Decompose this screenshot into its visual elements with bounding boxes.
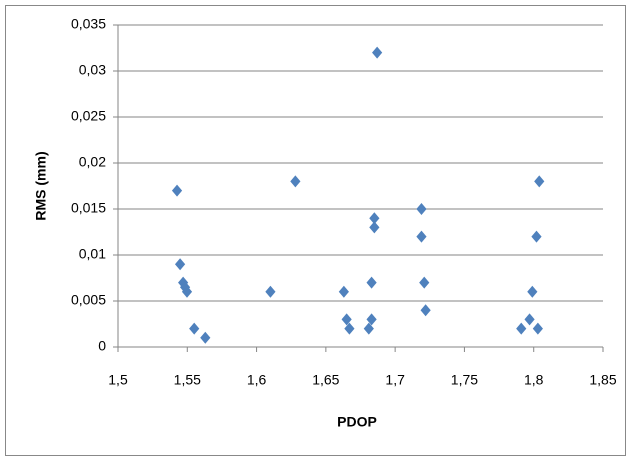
data-point xyxy=(524,313,535,326)
data-point xyxy=(181,285,193,298)
data-point xyxy=(290,175,301,188)
data-point xyxy=(532,322,543,335)
x-tick-label: 1,75 xyxy=(451,372,478,388)
x-tick-label: 1,5 xyxy=(108,372,128,388)
x-tick-label: 1,7 xyxy=(385,372,405,388)
data-point xyxy=(344,322,355,335)
data-point xyxy=(419,276,430,289)
data-point xyxy=(174,258,186,271)
x-tick-label: 1,6 xyxy=(247,372,267,388)
data-point xyxy=(420,304,431,317)
data-point xyxy=(531,230,542,243)
data-point xyxy=(341,313,352,326)
data-point xyxy=(516,322,527,335)
data-point xyxy=(416,203,427,215)
data-point xyxy=(369,221,380,234)
x-tick-label: 1,55 xyxy=(174,372,201,388)
x-tick-label: 1,85 xyxy=(589,372,616,388)
data-point xyxy=(200,331,211,344)
x-tick-label: 1,65 xyxy=(312,372,339,388)
y-axis-label: RMS (mm) xyxy=(33,151,49,220)
y-tick-label: 0,005 xyxy=(71,292,106,308)
data-point xyxy=(265,285,276,298)
data-point xyxy=(338,285,349,298)
y-tick-label: 0,015 xyxy=(71,200,106,216)
chart-border xyxy=(5,5,626,456)
data-point xyxy=(527,285,538,298)
data-point xyxy=(372,46,383,59)
data-point xyxy=(366,276,377,289)
data-point xyxy=(366,313,377,326)
data-point xyxy=(369,212,380,225)
y-tick-label: 0,02 xyxy=(79,154,106,170)
x-tick-label: 1,8 xyxy=(524,372,544,388)
data-point xyxy=(189,322,200,335)
y-tick-label: 0,03 xyxy=(79,62,106,78)
y-tick-label: 0,035 xyxy=(71,16,106,32)
x-axis-label: PDOP xyxy=(337,414,377,430)
data-point xyxy=(534,175,545,188)
y-tick-label: 0 xyxy=(98,338,106,354)
y-tick-label: 0,025 xyxy=(71,108,106,124)
data-point xyxy=(171,184,183,197)
y-tick-label: 0,01 xyxy=(79,246,106,262)
data-point xyxy=(416,230,427,243)
data-point xyxy=(363,322,374,335)
